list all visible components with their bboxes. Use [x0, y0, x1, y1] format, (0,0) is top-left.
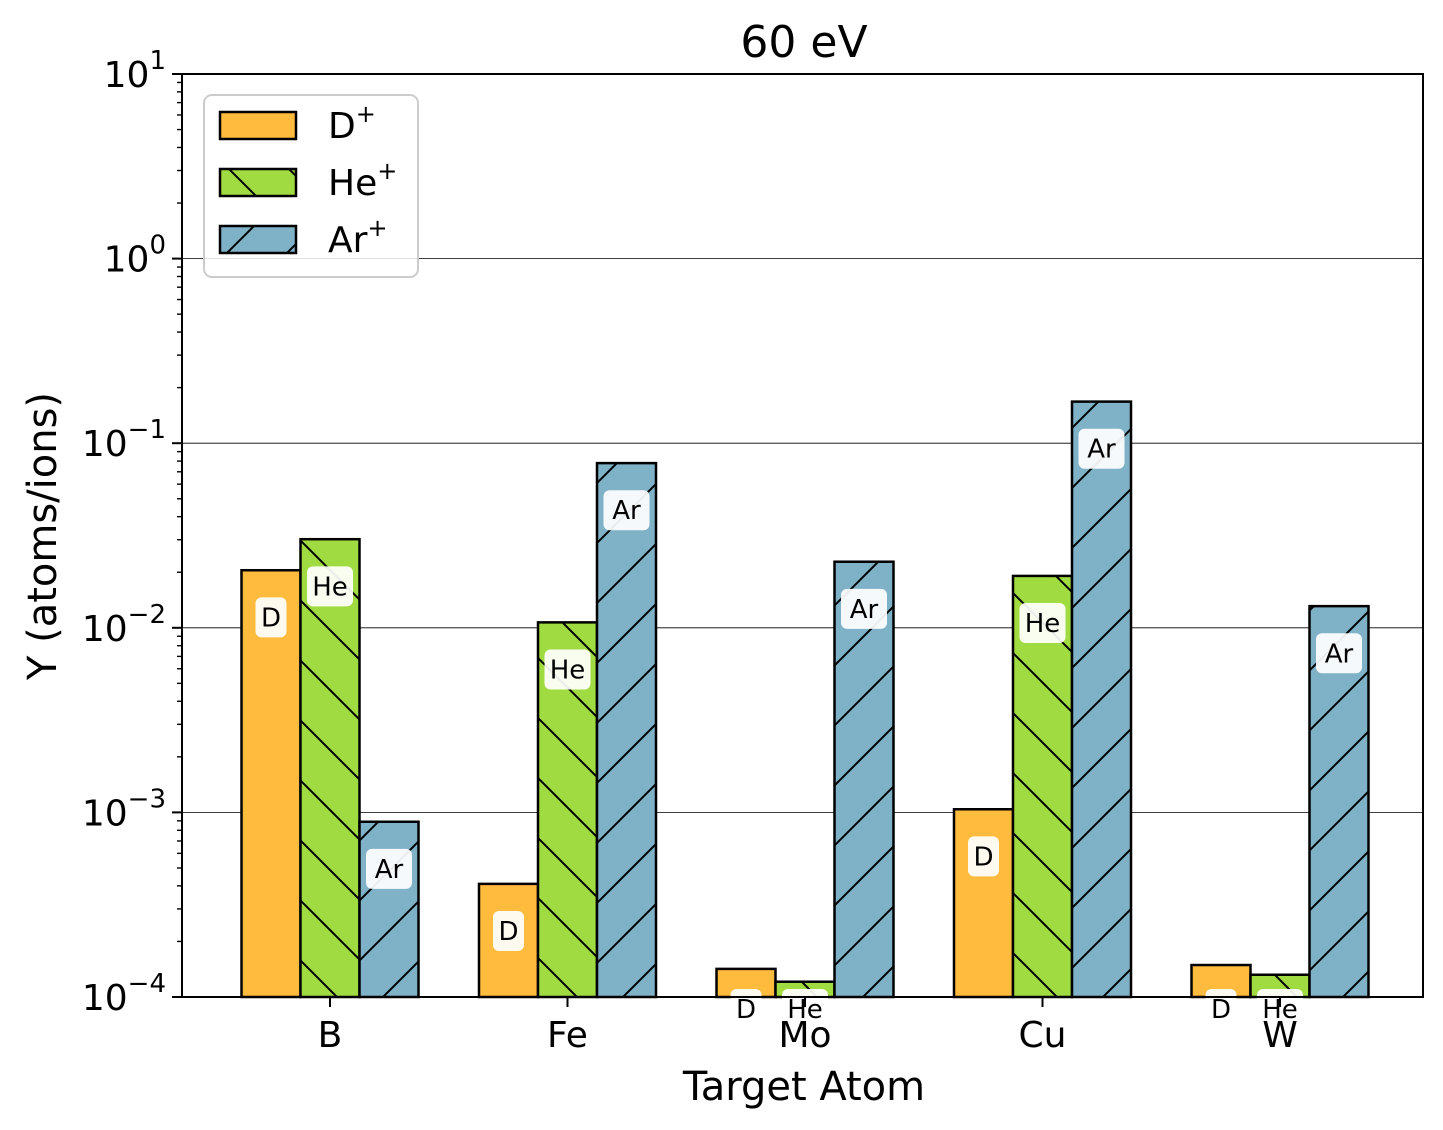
legend-entry: He+ — [328, 157, 397, 204]
bar-label: He — [1025, 609, 1061, 639]
plot-frame — [181, 73, 1424, 998]
bar-label-box — [307, 566, 353, 607]
bar-label-box — [255, 597, 287, 638]
bar-label: Ar — [612, 496, 641, 526]
x-tick-label: W — [1262, 1015, 1298, 1056]
bar-label: Ar — [850, 595, 879, 625]
y-tick-label: 100 — [104, 231, 166, 281]
x-axis-label: Target Atom — [682, 1064, 925, 1110]
x-tick-label: B — [318, 1015, 343, 1056]
bar-label-box — [841, 588, 887, 629]
bar-label-box — [493, 911, 524, 952]
bar-label-box — [1078, 428, 1125, 469]
bar-label: He — [312, 572, 348, 602]
legend-swatch-outline — [218, 224, 298, 255]
legend-swatch-hatch — [220, 169, 296, 196]
bar-hatch — [300, 539, 360, 997]
legend-swatch-outline — [218, 167, 298, 198]
bar-label-box — [968, 836, 999, 877]
bar-label-box — [1316, 633, 1362, 674]
bar-label-box — [730, 989, 762, 1029]
bar-label-box — [603, 490, 650, 531]
bar-label: Ar — [1087, 435, 1116, 465]
bar-label: D — [1211, 995, 1231, 1025]
bar-hatch — [1013, 575, 1072, 997]
bar-hatch — [1072, 401, 1131, 997]
bar-hatch — [359, 821, 419, 997]
bar-label: D — [261, 603, 281, 633]
x-axis-ticks: B Fe Mo Cu W — [318, 997, 1298, 1056]
bar-label: He — [550, 655, 586, 685]
y-axis-label: Y (atoms/ions) — [20, 392, 66, 681]
legend-swatch — [220, 112, 296, 139]
x-tick-label: Mo — [778, 1015, 831, 1056]
y-tick-label: 10−4 — [82, 969, 166, 1019]
bar-label: D — [736, 995, 756, 1025]
bar-label-box — [782, 989, 828, 1029]
bar-label-box — [1257, 989, 1303, 1029]
y-tick-label: 10−1 — [82, 415, 166, 465]
chart-title: 60 eV — [740, 17, 867, 68]
bar-hatch — [834, 561, 894, 997]
bar-label: D — [498, 917, 518, 947]
legend-entry: D+ — [328, 100, 376, 147]
bar-label-box — [1205, 989, 1237, 1029]
legend-swatch-outline — [218, 110, 298, 141]
legend-swatch-hatch — [220, 226, 296, 253]
bar-hatch — [597, 463, 656, 997]
bar-label: Ar — [375, 855, 404, 885]
bar-label: D — [973, 842, 993, 872]
legend-entry: Ar+ — [328, 214, 388, 261]
bar-label-box — [366, 848, 412, 889]
bar-label: Ar — [1325, 639, 1354, 669]
y-tick-label: 10−2 — [82, 600, 166, 650]
bar-label-box — [544, 649, 591, 690]
y-tick-label: 10−3 — [82, 784, 166, 834]
y-tick-label: 101 — [104, 46, 166, 96]
x-tick-label: Cu — [1019, 1015, 1067, 1056]
legend: D+ He+ Ar+ — [203, 94, 419, 278]
bar-label-box — [1019, 603, 1066, 644]
bars — [240, 400, 1370, 999]
gridlines — [182, 258, 1423, 813]
y-axis-ticks: 10−4 10−3 10−2 10−1 100 101 — [82, 46, 182, 1019]
bar-d-b — [241, 570, 301, 997]
x-tick-label: Fe — [547, 1015, 588, 1056]
